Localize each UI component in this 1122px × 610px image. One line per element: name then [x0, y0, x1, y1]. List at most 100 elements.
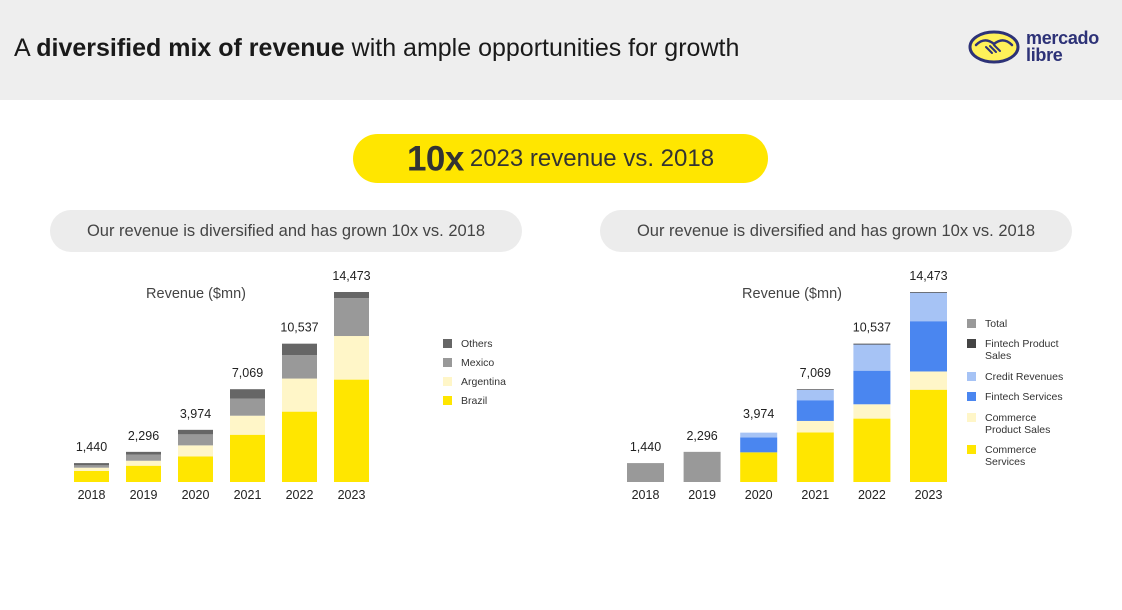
legend-label-fintech-product-sales: Fintech Product Sales [985, 338, 1059, 362]
legend-label-others: Others [461, 338, 493, 350]
legend-swatch-others [443, 339, 452, 348]
bar-segment-mexico-2021 [230, 398, 265, 416]
bar-segment-brazil-2023 [334, 379, 369, 482]
legend-label-fintech-services: Fintech Services [985, 391, 1063, 403]
legend-label-total: Total [985, 318, 1007, 330]
bar-segment-brazil-2020 [178, 456, 213, 482]
bar-segment-mexico-2023 [334, 298, 369, 337]
bar-segment-others-2019 [126, 451, 161, 455]
legend-label-mexico: Mexico [461, 357, 494, 369]
highlight-pill: 10x 2023 revenue vs. 2018 [353, 134, 768, 183]
bar-segment-credit-revenues-2021 [796, 389, 834, 401]
x-tick-label-2022: 2022 [286, 488, 314, 502]
page-title: A diversified mix of revenue with ample … [14, 34, 740, 62]
total-label-2022: 10,537 [280, 321, 318, 335]
legend-label-commerce-services: Commerce Services [985, 444, 1037, 468]
legend-swatch-credit-revenues [967, 372, 976, 381]
bar-segment-others-2018 [74, 463, 109, 466]
bar-segment-commerce-services-2020 [740, 452, 778, 482]
x-tick-label-2022: 2022 [858, 488, 886, 502]
bar-segment-mexico-2018 [74, 465, 109, 468]
bar-segment-credit-revenues-2020 [740, 432, 778, 438]
bar-segment-fintech-product-sales-2021 [796, 389, 834, 390]
bar-segment-brazil-2019 [126, 465, 161, 482]
bar-segment-total-2018 [627, 463, 664, 482]
bar-segment-commerce-product-sales-2023 [910, 371, 947, 390]
bar-segment-argentina-2021 [230, 415, 265, 435]
right-subtitle-pill: Our revenue is diversified and has grown… [600, 210, 1072, 252]
bar-segment-commerce-services-2021 [796, 432, 834, 482]
bar-segment-mexico-2022 [282, 355, 317, 379]
bar-segment-others-2022 [282, 343, 317, 356]
bar-segment-credit-revenues-2022 [853, 344, 891, 371]
header-bar: A diversified mix of revenue with ample … [0, 0, 1122, 100]
x-tick-label-2023: 2023 [915, 488, 943, 502]
bar-segment-argentina-2020 [178, 445, 213, 457]
legend-label-commerce-product-sales: Commerce Product Sales [985, 412, 1050, 436]
x-tick-label-2018: 2018 [78, 488, 106, 502]
highlight-text: 2023 revenue vs. 2018 [469, 145, 715, 173]
legend-swatch-brazil [443, 396, 452, 405]
bar-segment-fintech-services-2023 [910, 321, 947, 372]
total-label-2020: 3,974 [743, 407, 774, 421]
mercado-libre-logo: mercado libre [968, 27, 1112, 71]
legend-swatch-commerce-services [967, 445, 976, 454]
total-label-2021: 7,069 [232, 366, 263, 380]
x-tick-label-2020: 2020 [182, 488, 210, 502]
legend-swatch-mexico [443, 358, 452, 367]
bar-segment-mexico-2020 [178, 434, 213, 446]
bar-segment-commerce-product-sales-2021 [796, 420, 834, 433]
total-label-2020: 3,974 [180, 407, 211, 421]
legend-label-credit-revenues: Credit Revenues [985, 371, 1063, 383]
total-label-2022: 10,537 [853, 321, 891, 335]
legend-label-argentina: Argentina [461, 376, 506, 388]
bar-segment-total-2019 [683, 451, 721, 482]
y-axis-label: Revenue ($mn) [146, 286, 246, 302]
legend-swatch-commerce-product-sales [967, 413, 976, 422]
bar-segment-others-2021 [230, 389, 265, 399]
left-subtitle-pill: Our revenue is diversified and has grown… [50, 210, 522, 252]
total-label-2021: 7,069 [800, 366, 831, 380]
x-tick-label-2023: 2023 [338, 488, 366, 502]
x-tick-label-2018: 2018 [632, 488, 660, 502]
bar-segment-fintech-product-sales-2023 [910, 292, 947, 293]
bar-segment-commerce-product-sales-2022 [853, 404, 891, 419]
bar-segment-brazil-2018 [74, 470, 109, 482]
legend-swatch-argentina [443, 377, 452, 386]
bar-segment-others-2020 [178, 429, 213, 435]
bar-segment-argentina-2018 [74, 467, 109, 471]
logo-text: mercado libre [1026, 28, 1099, 65]
legend-label-brazil: Brazil [461, 395, 487, 407]
x-tick-label-2021: 2021 [801, 488, 829, 502]
bar-segment-fintech-services-2021 [796, 400, 834, 421]
total-label-2019: 2,296 [686, 429, 717, 443]
bar-segment-others-2023 [334, 292, 369, 299]
bar-segment-fintech-services-2022 [853, 370, 891, 405]
total-label-2018: 1,440 [630, 440, 661, 454]
x-tick-label-2020: 2020 [745, 488, 773, 502]
bar-segment-commerce-services-2022 [853, 418, 891, 482]
bar-segment-argentina-2019 [126, 460, 161, 466]
bar-segment-commerce-services-2023 [910, 389, 947, 482]
x-tick-label-2021: 2021 [234, 488, 262, 502]
total-label-2023: 14,473 [332, 269, 370, 283]
bar-segment-fintech-product-sales-2022 [853, 343, 891, 345]
y-axis-label: Revenue ($mn) [742, 286, 842, 302]
bar-segment-brazil-2021 [230, 434, 265, 482]
highlight-multiplier: 10x [406, 139, 464, 179]
total-label-2018: 1,440 [76, 440, 107, 454]
legend-swatch-fintech-services [967, 392, 976, 401]
bar-segment-argentina-2022 [282, 378, 317, 412]
legend-swatch-total [967, 319, 976, 328]
x-tick-label-2019: 2019 [688, 488, 716, 502]
legend-swatch-fintech-product-sales [967, 339, 976, 348]
x-tick-label-2019: 2019 [130, 488, 158, 502]
bar-segment-brazil-2022 [282, 411, 317, 482]
total-label-2023: 14,473 [909, 269, 947, 283]
bar-segment-credit-revenues-2023 [910, 292, 947, 322]
handshake-icon [968, 30, 1020, 64]
total-label-2019: 2,296 [128, 429, 159, 443]
bar-segment-mexico-2019 [126, 454, 161, 461]
